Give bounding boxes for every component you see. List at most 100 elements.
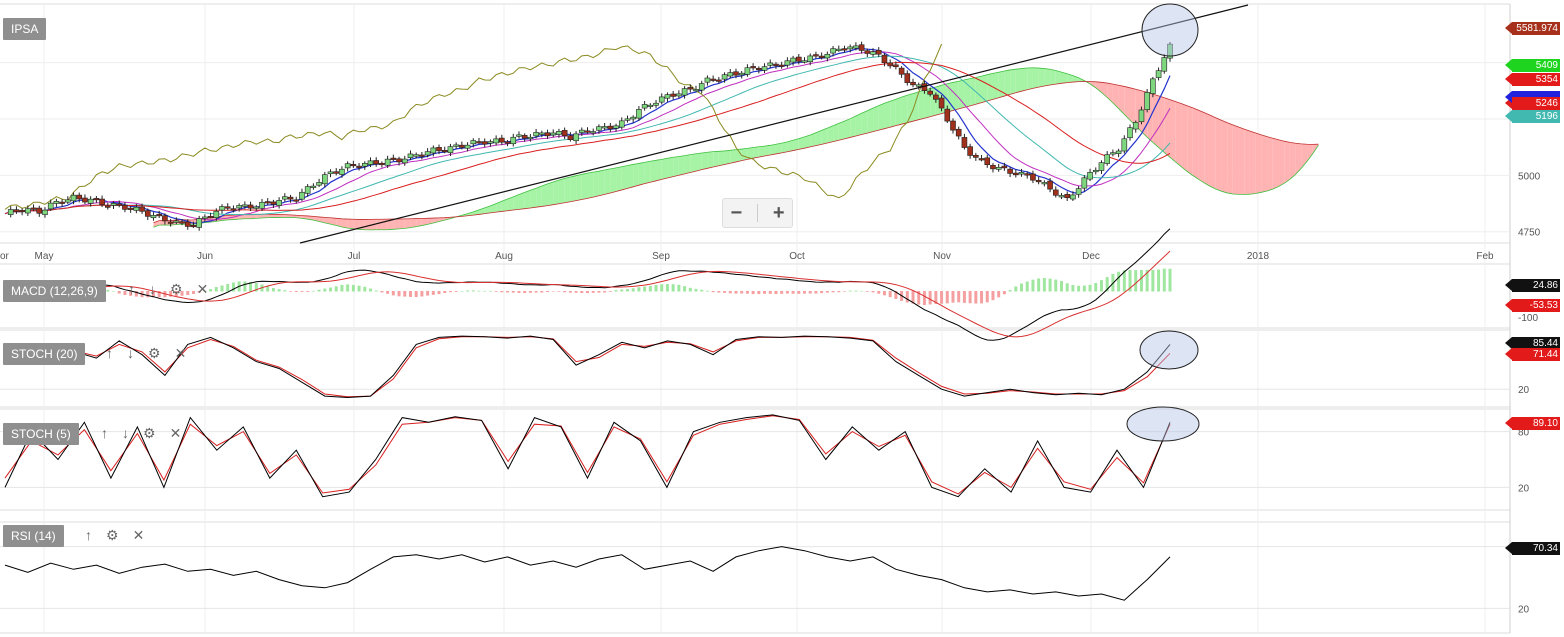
macd-histogram-bar [951,291,955,303]
candle-body [801,60,808,63]
candle-body [927,90,933,95]
candle-body [750,66,756,69]
close-icon[interactable]: ✕ [196,281,209,297]
close-icon[interactable]: ✕ [174,345,187,361]
price-tag: 5246 [1505,97,1560,110]
signal-line [4,415,1171,495]
arrow-down-icon[interactable]: ↓ [127,345,134,361]
highlight-ellipse-main [1141,3,1199,57]
cloud-segment [644,161,651,184]
price-tag: 5409 [1505,59,1560,72]
cloud-segment [1209,115,1216,189]
candle-body [379,162,385,166]
candle-body [630,116,636,120]
macd-panel [3,228,1172,341]
close-icon[interactable]: ✕ [132,527,145,543]
cloud-segment [1027,67,1033,90]
candle-body [356,165,362,168]
candle-body [561,130,568,137]
cloud-segment [810,132,816,147]
candle-body [310,185,317,188]
macd-histogram-bar [631,288,635,292]
zoom-in-button[interactable]: + [772,202,785,224]
x-tick-label: Dec [1082,251,1100,262]
cloud-segment [330,217,337,226]
cloud-segment [815,130,822,146]
macd-histogram-bar [1145,269,1149,292]
candle-body [658,96,665,103]
cloud-segment [1072,75,1079,83]
candle-body [1052,189,1059,196]
candle-body [841,48,848,51]
candle-body [481,141,488,145]
macd-histogram-bar [306,291,310,292]
candle-body [150,215,157,219]
close-icon[interactable]: ✕ [169,425,182,441]
macd-histogram-bar [1077,285,1081,292]
macd-tools: ↑ ↓ ⚙ ✕ [128,282,208,296]
cloud-segment [261,214,268,219]
macd-histogram-bar [1128,269,1132,292]
cloud-segment [1118,85,1125,115]
candle-body [824,53,831,59]
cloud-segment [696,153,702,172]
cloud-segment [833,123,839,142]
candle-body [618,120,625,128]
macd-histogram-bar [506,291,510,293]
macd-histogram-bar [871,291,875,293]
macd-histogram-bar [728,291,732,294]
arrow-up-icon[interactable]: ↑ [128,281,135,297]
arrow-down-icon[interactable]: ↓ [149,281,156,297]
candle-body [1144,92,1150,110]
candle-body [53,201,60,204]
macd-histogram-bar [1094,282,1098,292]
macd-histogram-bar [226,284,230,292]
macd-histogram-bar [323,288,327,292]
arrow-down-icon[interactable]: ↓ [122,425,129,441]
candle-body [339,168,345,175]
candle-body [933,94,939,100]
panel-label-macd: MACD (12,26,9) [3,280,106,302]
macd-histogram-bar [780,291,784,294]
candle-body [144,210,151,217]
cloud-segment [793,138,799,151]
cloud-segment [1227,122,1233,194]
zoom-out-button[interactable]: − [730,202,743,224]
cloud-segment [970,77,976,106]
macd-histogram-bar [117,291,121,294]
gear-icon[interactable]: ⚙ [170,281,183,297]
cloud-segment [467,211,474,216]
candle-body [813,54,819,57]
cloud-segment [975,76,982,105]
macd-histogram-bar [614,290,618,292]
gear-icon[interactable]: ⚙ [106,527,119,543]
macd-histogram-bar [460,290,464,292]
candle-body [333,171,340,174]
cloud-segment [1061,72,1068,84]
price-tag: 71.44 [1505,348,1560,361]
macd-histogram-bar [431,291,435,295]
arrow-up-icon[interactable]: ↑ [85,527,92,543]
gear-icon[interactable]: ⚙ [148,345,161,361]
main-line [4,335,1171,399]
gear-icon[interactable]: ⚙ [143,425,156,441]
macd-histogram-bar [671,284,675,292]
macd-histogram-bar [1151,269,1155,292]
candle-body [830,48,836,54]
arrow-up-icon[interactable]: ↑ [101,425,108,441]
macd-histogram-bar [1082,285,1086,292]
macd-histogram-bar [426,291,430,296]
macd-histogram-bar [340,284,344,292]
macd-histogram-bar [734,291,738,294]
macd-histogram-bar [471,290,475,292]
candle-body [1013,172,1019,176]
macd-histogram-bar [991,291,995,301]
candle-body [687,87,694,90]
cloud-segment [913,91,919,122]
cloud-segment [439,217,445,222]
arrow-up-icon[interactable]: ↑ [106,345,113,361]
candle-body [304,186,311,194]
macd-histogram-bar [1065,283,1069,292]
cloud-segment [244,214,251,219]
